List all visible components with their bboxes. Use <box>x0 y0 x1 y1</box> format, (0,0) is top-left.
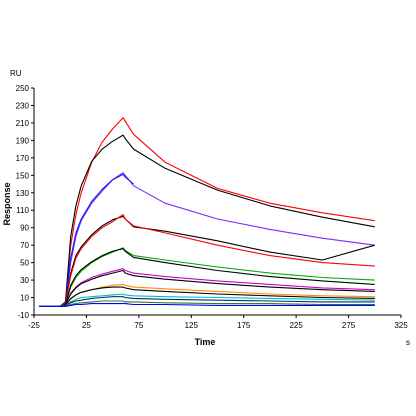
series-line-6 <box>39 214 375 307</box>
y-axis-title: Response <box>2 182 12 225</box>
y-axis-ticks: -10 10 30 50 70 90 110 130 150 170 190 210 230 250 <box>16 84 34 320</box>
y-tick-label: 110 <box>16 206 29 215</box>
x-tick-label: 275 <box>342 321 356 330</box>
y-tick-label: 130 <box>16 189 30 198</box>
axes <box>33 88 401 316</box>
y-tick-label: 90 <box>20 224 29 233</box>
series-line-8 <box>39 248 375 307</box>
series-line-4 <box>39 173 134 307</box>
series-line-16 <box>39 303 375 307</box>
series-line-10 <box>39 269 375 307</box>
x-axis-ticks: -25 25 75 125 175 225 275 325 <box>28 315 408 330</box>
y-tick-label: 190 <box>16 136 30 145</box>
y-tick-label: -10 <box>17 311 29 320</box>
y-tick-label: 70 <box>20 241 29 250</box>
y-tick-label: 230 <box>16 101 30 110</box>
series-line-12 <box>39 286 375 307</box>
x-tick-label: 75 <box>134 321 143 330</box>
x-unit-label: s <box>406 338 410 347</box>
series-line-14 <box>39 296 375 307</box>
y-tick-label: 30 <box>20 276 29 285</box>
y-tick-label: 10 <box>20 294 29 303</box>
series-line-15 <box>39 300 375 307</box>
y-tick-label: 170 <box>16 154 30 163</box>
x-tick-label: 25 <box>82 321 91 330</box>
series-line-9 <box>39 268 375 307</box>
x-tick-label: 225 <box>289 321 303 330</box>
series-group <box>39 117 375 307</box>
y-tick-label: 210 <box>16 119 30 128</box>
y-tick-label: 250 <box>16 84 30 93</box>
x-tick-label: -25 <box>28 321 40 330</box>
x-tick-label: 325 <box>394 321 408 330</box>
y-tick-label: 150 <box>16 171 30 180</box>
x-tick-label: 175 <box>237 321 251 330</box>
series-line-2 <box>39 134 375 307</box>
y-unit-label: RU <box>10 69 22 78</box>
x-tick-label: 125 <box>185 321 199 330</box>
y-tick-label: 50 <box>20 259 29 268</box>
x-axis-title: Time <box>195 337 216 347</box>
series-line-5 <box>39 215 375 307</box>
